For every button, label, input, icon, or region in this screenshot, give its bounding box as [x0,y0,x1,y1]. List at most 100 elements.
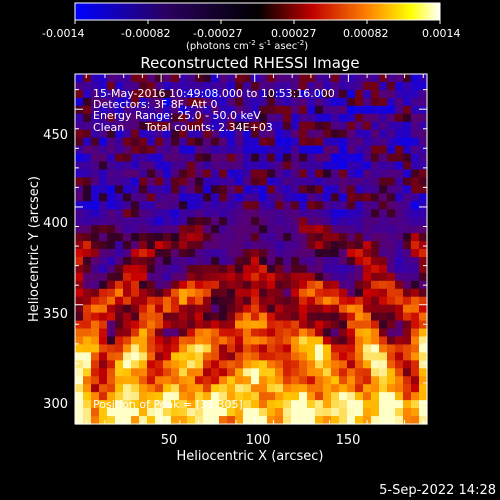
heatmap-cell [147,153,156,163]
heatmap-cell [355,74,364,83]
heatmap-cell [275,320,284,330]
heatmap-cell [219,185,228,194]
heatmap-cell [299,225,308,234]
heatmap-cell [315,74,324,83]
heatmap-cell [283,233,292,242]
heatmap-cell [171,280,180,290]
heatmap-cell [203,320,212,330]
heatmap-cell [411,161,420,171]
plot-frame [74,73,428,425]
heatmap-cell [339,320,348,330]
heatmap-cell [155,296,164,306]
heatmap-cell [347,225,356,234]
heatmap-cell [379,81,388,91]
heatmap-cell [187,97,196,107]
heatmap-cell [195,201,204,210]
heatmap-cell [187,328,196,338]
heatmap-cell [379,201,388,210]
heatmap-cell [147,408,156,417]
heatmap-cell [83,129,92,139]
heatmap-cell [299,161,308,171]
heatmap-cell [259,416,268,425]
heatmap-cell [187,129,196,139]
heatmap-cell [203,272,212,282]
heatmap-cell [291,296,300,306]
heatmap-cell [115,272,124,282]
heatmap-cell [219,344,228,353]
heatmap-cell [275,121,284,131]
heatmap-cell [211,416,220,425]
heatmap-cell [227,81,236,91]
heatmap-cell [267,288,276,298]
heatmap-cell [115,241,124,250]
heatmap-cell [107,249,116,258]
heatmap-cell [75,296,84,306]
heatmap-cell [371,384,380,393]
heatmap-cell [115,225,124,234]
heatmap-cell [163,392,172,401]
heatmap-cell [299,376,308,385]
heatmap-cell [99,264,108,274]
heatmap-cell [235,384,244,393]
heatmap-cell [171,328,180,338]
heatmap-cell [139,288,148,298]
heatmap-cell [235,81,244,91]
heatmap-cell [371,368,380,377]
heatmap-cell [187,360,196,369]
heatmap-cell [339,376,348,385]
heatmap-cell [411,352,420,361]
heatmap-cell [331,249,340,258]
heatmap-cell [355,89,364,99]
heatmap-cell [107,352,116,361]
heatmap-cell [123,304,132,314]
heatmap-cell [387,209,396,218]
heatmap-cell [219,113,228,123]
heatmap-cell [211,320,220,330]
heatmap-cell [83,256,92,266]
heatmap-cell [395,153,404,163]
heatmap-cell [419,336,428,346]
heatmap-cell [395,161,404,171]
heatmap-cell [75,89,84,99]
heatmap-cell [91,376,100,385]
heatmap-cell [371,312,380,322]
heatmap-cell [299,193,308,202]
heatmap-cell [179,368,188,377]
heatmap-cell [123,129,132,139]
heatmap-cell [283,241,292,250]
heatmap-cell [379,280,388,290]
heatmap-cell [115,288,124,298]
heatmap-cell [83,336,92,346]
heatmap-cell [155,344,164,353]
heatmap-cell [203,400,212,409]
heatmap-cell [291,185,300,194]
heatmap-cell [171,360,180,369]
heatmap-cell [163,225,172,234]
heatmap-cell [179,137,188,147]
heatmap-cell [179,360,188,369]
heatmap-cell [107,320,116,330]
heatmap-cell [99,233,108,242]
heatmap-cell [331,145,340,155]
heatmap-cell [379,233,388,242]
heatmap-cell [179,105,188,115]
heatmap-cell [251,352,260,361]
heatmap-cell [219,209,228,218]
heatmap-cell [179,177,188,186]
heatmap-cell [91,320,100,330]
heatmap-cell [283,288,292,298]
heatmap-cell [411,81,420,91]
heatmap-cell [123,400,132,409]
heatmap-cell [363,153,372,163]
heatmap-cell [267,137,276,147]
heatmap-cell [267,296,276,306]
heatmap-cell [83,193,92,202]
heatmap-cell [387,193,396,202]
heatmap-cell [331,304,340,314]
heatmap-cell [123,408,132,417]
heatmap-cell [163,137,172,147]
heatmap-cell [299,264,308,274]
heatmap-cell [387,400,396,409]
heatmap-cell [283,97,292,107]
heatmap-cell [275,416,284,425]
